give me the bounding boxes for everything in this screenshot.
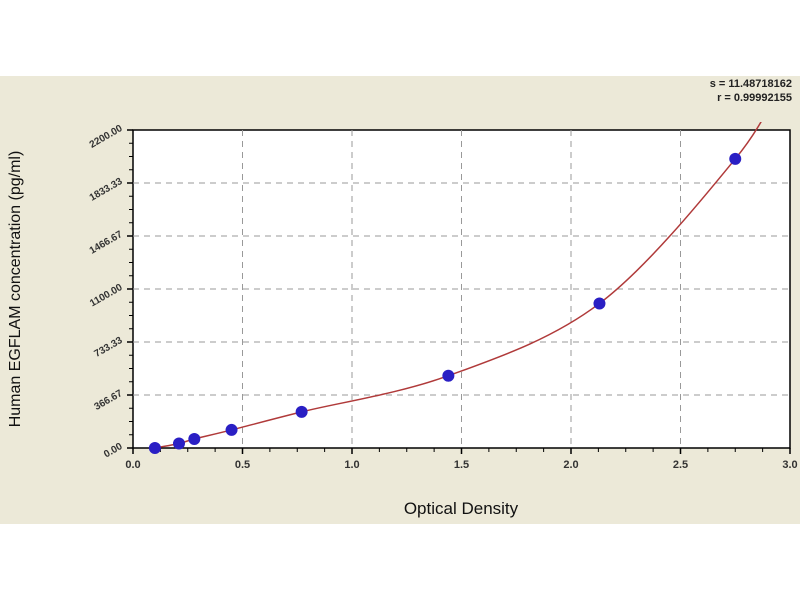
x-tick-label: 3.0 (782, 459, 797, 471)
y-tick-label: 1466.67 (88, 229, 125, 257)
data-point (295, 405, 308, 418)
x-axis-label: Optical Density (404, 499, 519, 518)
data-point (172, 437, 185, 450)
y-tick-label: 1833.33 (88, 176, 125, 204)
y-tick-label: 1100.00 (88, 282, 125, 310)
y-tick-label: 2200.00 (88, 123, 125, 151)
x-tick-label: 1.0 (344, 459, 359, 471)
y-tick-label: 0.00 (102, 441, 125, 460)
y-axis-label: Human EGFLAM concentration (pg/ml) (7, 151, 24, 428)
stat-s: s = 11.48718162 (709, 78, 792, 90)
x-tick-label: 0.0 (125, 459, 140, 471)
data-point (225, 423, 238, 436)
y-tick-label: 733.33 (93, 335, 125, 360)
data-point (729, 152, 742, 165)
data-point (442, 369, 455, 382)
x-tick-label: 0.5 (235, 459, 250, 471)
data-point (148, 442, 161, 454)
data-point (188, 432, 201, 445)
data-point (593, 297, 606, 310)
x-tick-label: 1.5 (454, 459, 469, 471)
y-tick-label: 366.67 (93, 388, 125, 413)
stat-r: r = 0.99992155 (717, 92, 792, 104)
x-tick-label: 2.0 (563, 459, 578, 471)
x-tick-label: 2.5 (673, 459, 688, 471)
